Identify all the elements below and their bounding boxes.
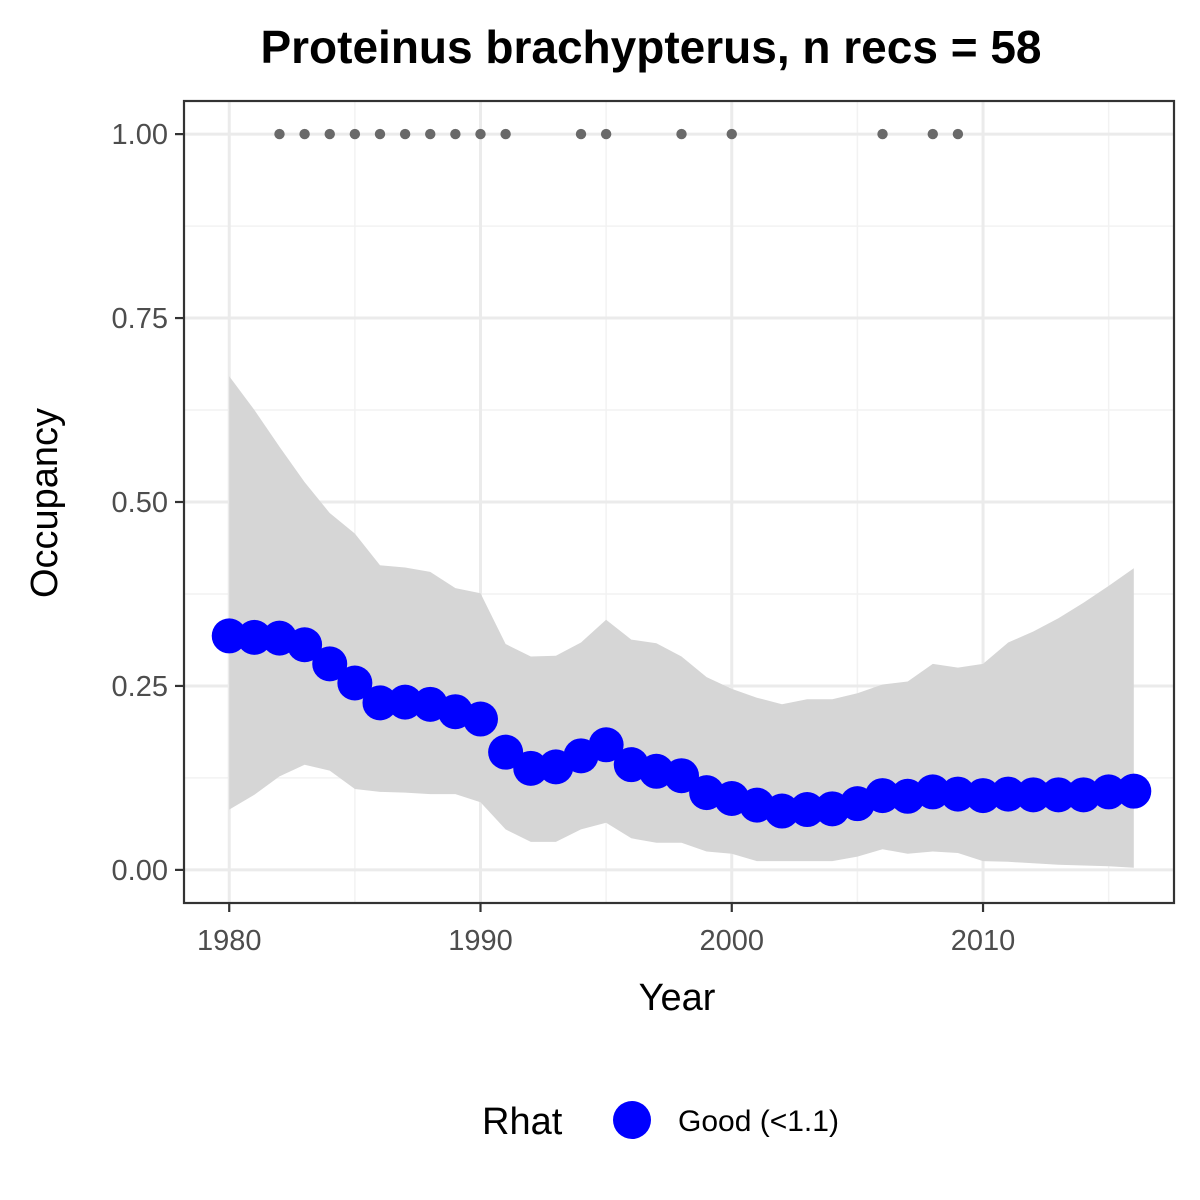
y-tick-label: 0.75 xyxy=(112,303,168,335)
occupancy-point xyxy=(865,778,901,814)
y-axis-title: Occupancy xyxy=(24,408,66,598)
occupancy-point xyxy=(513,750,549,786)
record-year-point xyxy=(475,128,486,140)
x-axis: 1980 1990 2000 2010 xyxy=(197,903,1015,957)
record-year-point xyxy=(374,128,386,140)
occupancy-mean-points xyxy=(211,618,1152,829)
legend-label-good: Good (<1.1) xyxy=(678,1105,839,1138)
record-year-point xyxy=(952,128,964,140)
occupancy-point xyxy=(312,646,348,682)
occupancy-point xyxy=(1040,777,1076,813)
occupancy-point xyxy=(462,701,498,737)
y-tick-label: 0.50 xyxy=(112,487,168,519)
y-tick-label: 0.00 xyxy=(112,855,168,887)
record-year-point xyxy=(600,128,612,140)
occupancy-point xyxy=(965,778,1001,814)
occupancy-point xyxy=(940,776,976,812)
record-year-point xyxy=(450,128,461,140)
occupancy-point xyxy=(789,792,825,828)
occupancy-point xyxy=(488,734,524,770)
occupancy-point xyxy=(990,776,1026,812)
occupancy-point xyxy=(362,685,398,721)
y-axis: 0.00 0.25 0.50 0.75 1.00 xyxy=(112,119,184,887)
occupancy-point xyxy=(1091,774,1127,810)
x-tick-label: 2000 xyxy=(700,925,765,957)
occupancy-point xyxy=(1015,777,1051,813)
record-year-point xyxy=(324,128,335,140)
occupancy-point xyxy=(337,665,373,701)
occupancy-point xyxy=(664,758,700,794)
record-year-point xyxy=(676,128,687,140)
record-year-point xyxy=(349,128,361,140)
x-tick-label: 2010 xyxy=(951,925,1016,957)
occupancy-point xyxy=(915,774,951,810)
credible-interval-ribbon xyxy=(229,376,1134,868)
y-tick-label: 1.00 xyxy=(112,119,168,151)
occupancy-point xyxy=(287,627,323,663)
occupancy-point xyxy=(1116,773,1152,809)
occupancy-point xyxy=(236,619,272,655)
legend: Rhat Good (<1.1) xyxy=(482,1101,839,1143)
record-year-point xyxy=(399,128,411,140)
x-axis-title: Year xyxy=(639,977,716,1019)
occupancy-point xyxy=(387,684,423,720)
occupancy-point xyxy=(211,618,247,654)
record-year-point xyxy=(726,128,737,140)
y-tick-label: 0.25 xyxy=(112,671,168,703)
record-year-point xyxy=(575,128,587,140)
plot-panel xyxy=(182,99,1176,905)
record-year-point xyxy=(500,128,511,140)
legend-title: Rhat xyxy=(482,1101,563,1143)
record-year-point xyxy=(877,128,888,140)
occupancy-point xyxy=(764,793,800,829)
x-tick-label: 1990 xyxy=(448,925,513,957)
record-year-point xyxy=(299,128,310,140)
record-year-point xyxy=(927,128,938,140)
chart-title: Proteinus brachypterus, n recs = 58 xyxy=(260,21,1041,73)
record-year-point xyxy=(425,128,436,140)
legend-key-good xyxy=(613,1101,651,1139)
record-year-point xyxy=(274,128,285,140)
record-year-points xyxy=(274,128,964,140)
occupancy-point xyxy=(588,727,624,763)
x-tick-label: 1980 xyxy=(197,925,262,957)
